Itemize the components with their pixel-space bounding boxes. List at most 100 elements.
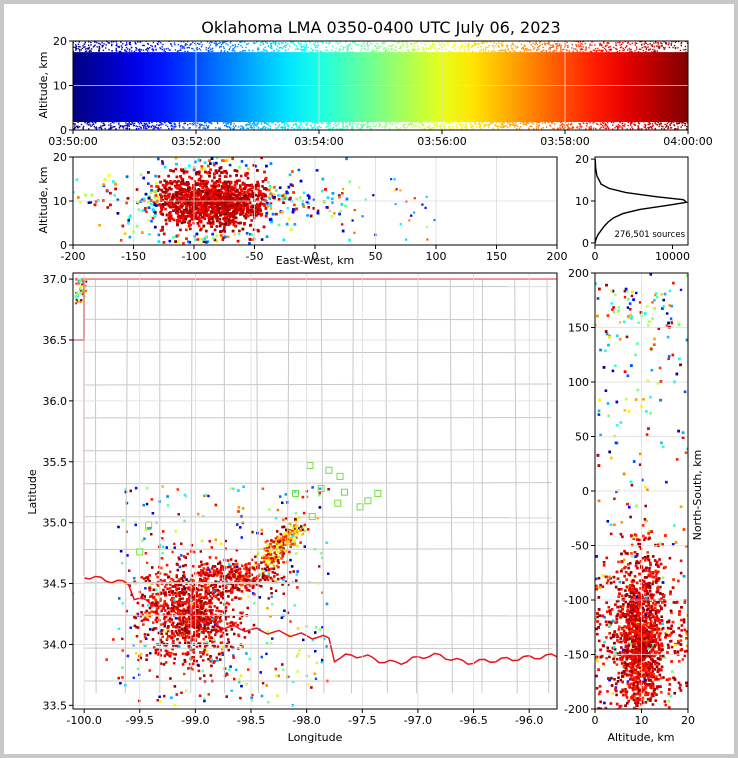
source-point [232,128,234,130]
source-point [160,120,163,123]
source-point [350,48,353,50]
source-point [189,44,191,46]
source-point [284,195,287,199]
source-point [175,205,178,209]
source-point [516,128,518,130]
source-point [108,128,110,130]
source-point [241,127,244,129]
source-point [185,228,188,232]
source-point [217,208,220,212]
source-point [152,124,154,127]
source-point [217,122,219,125]
source-point [222,169,226,173]
source-point [555,50,557,52]
source-point [86,123,88,125]
source-point [629,43,631,45]
source-point [209,50,211,52]
source-point [124,50,127,52]
source-point [264,49,266,52]
source-point [180,169,184,172]
source-point [230,213,234,216]
source-point [228,208,231,211]
source-point [523,50,525,52]
source-point [606,126,608,128]
source-point [78,41,80,43]
source-point [161,162,165,165]
source-point [166,188,170,192]
source-point [75,178,79,181]
source-point [483,41,485,43]
source-point [244,50,247,52]
source-point [135,188,139,191]
source-point [619,125,621,127]
source-point [563,127,565,130]
source-point [152,208,155,212]
source-point [89,200,93,204]
source-point [418,125,420,128]
source-point [182,201,186,204]
source-point [209,44,212,46]
source-point [192,187,195,191]
source-point [588,126,591,128]
source-point [356,127,359,129]
source-point [216,121,218,123]
source-point [236,195,240,199]
source-point [553,41,556,43]
source-point [383,42,385,45]
source-point [388,51,391,53]
source-point [522,121,524,124]
source-point [111,44,113,47]
source-point [349,124,351,127]
source-point [448,125,450,128]
source-point [644,46,647,48]
source-point [228,120,230,122]
source-point [520,121,523,123]
source-point [448,122,450,125]
source-point [429,120,431,122]
source-point [495,121,498,124]
source-point [202,240,206,243]
source-point [296,45,298,47]
source-point [257,127,260,129]
source-point [647,121,649,123]
source-point [109,191,112,195]
source-point [478,43,480,46]
source-point [137,41,139,43]
source-point [482,50,485,52]
source-point [244,196,248,200]
source-point [655,45,658,47]
source-point [341,192,344,195]
source-point [225,43,227,45]
source-point [232,125,235,127]
source-point [264,127,266,130]
source-point [101,44,103,47]
source-point [222,159,226,162]
source-point [361,126,363,128]
source-point [291,184,294,187]
source-point [284,123,286,125]
source-point [118,46,120,49]
source-point [75,45,78,47]
source-point [214,43,217,45]
source-point [219,234,223,237]
source-point [174,240,177,243]
source-point [282,126,285,128]
source-point [579,44,581,46]
source-point [75,44,77,46]
source-point [276,48,278,51]
source-point [201,190,205,193]
source-point [241,120,243,123]
source-point [609,46,611,48]
source-point [437,41,440,43]
source-point [225,215,229,218]
source-point [145,122,147,125]
source-point [107,174,111,177]
source-point [410,43,413,46]
source-point [532,42,534,45]
source-point [495,43,498,45]
source-point [108,48,110,51]
source-point [579,41,581,43]
chart-figure: Oklahoma LMA 0350-0400 UTC July 06, 2023… [26,18,713,744]
source-point [590,51,593,53]
source-point [681,122,683,124]
